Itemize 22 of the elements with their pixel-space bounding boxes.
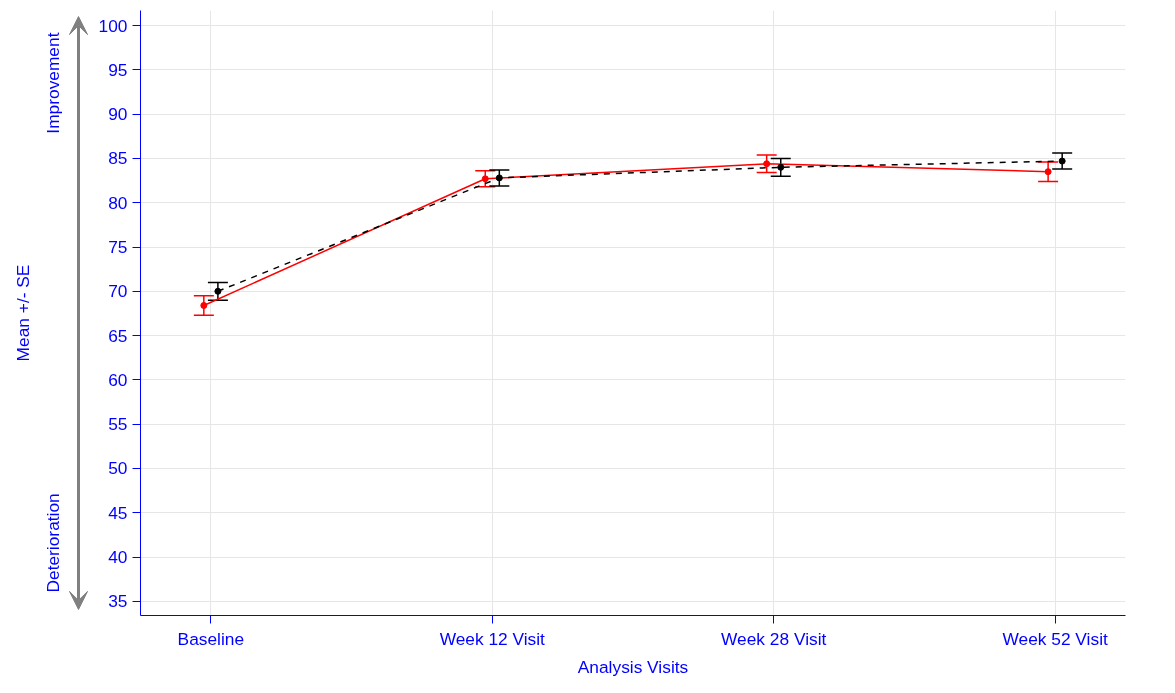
y-tick-label: 85 <box>108 148 128 169</box>
y-tick-label: 60 <box>108 369 128 390</box>
x-tick-label: Week 12 Visit <box>439 628 546 649</box>
y-tick-label: 35 <box>108 591 128 612</box>
y-tick-label: 75 <box>108 237 128 258</box>
y-tick-label: 50 <box>108 458 128 479</box>
y-tick-label: 55 <box>108 414 128 435</box>
y-tick-label: 65 <box>108 325 128 346</box>
y-tick-label: 80 <box>108 192 128 213</box>
text: Improvement <box>42 32 63 134</box>
x-tick-label: Week 52 Visit <box>1002 628 1108 649</box>
y-tick-label: 40 <box>108 547 128 568</box>
y-tick-label: 70 <box>108 281 128 302</box>
x-axis-title: Analysis Visits <box>577 656 689 677</box>
y-tick-label: 100 <box>98 15 128 36</box>
y-tick-label: 45 <box>108 502 128 523</box>
text: Deterioration <box>42 493 63 593</box>
y-tick-label: 90 <box>108 104 128 125</box>
y-axis-title: Mean +/- SE <box>12 264 33 362</box>
x-tick-label: Week 28 Visit <box>721 628 827 649</box>
x-tick-label: Baseline <box>177 628 245 649</box>
y-tick-label: 95 <box>108 59 128 80</box>
